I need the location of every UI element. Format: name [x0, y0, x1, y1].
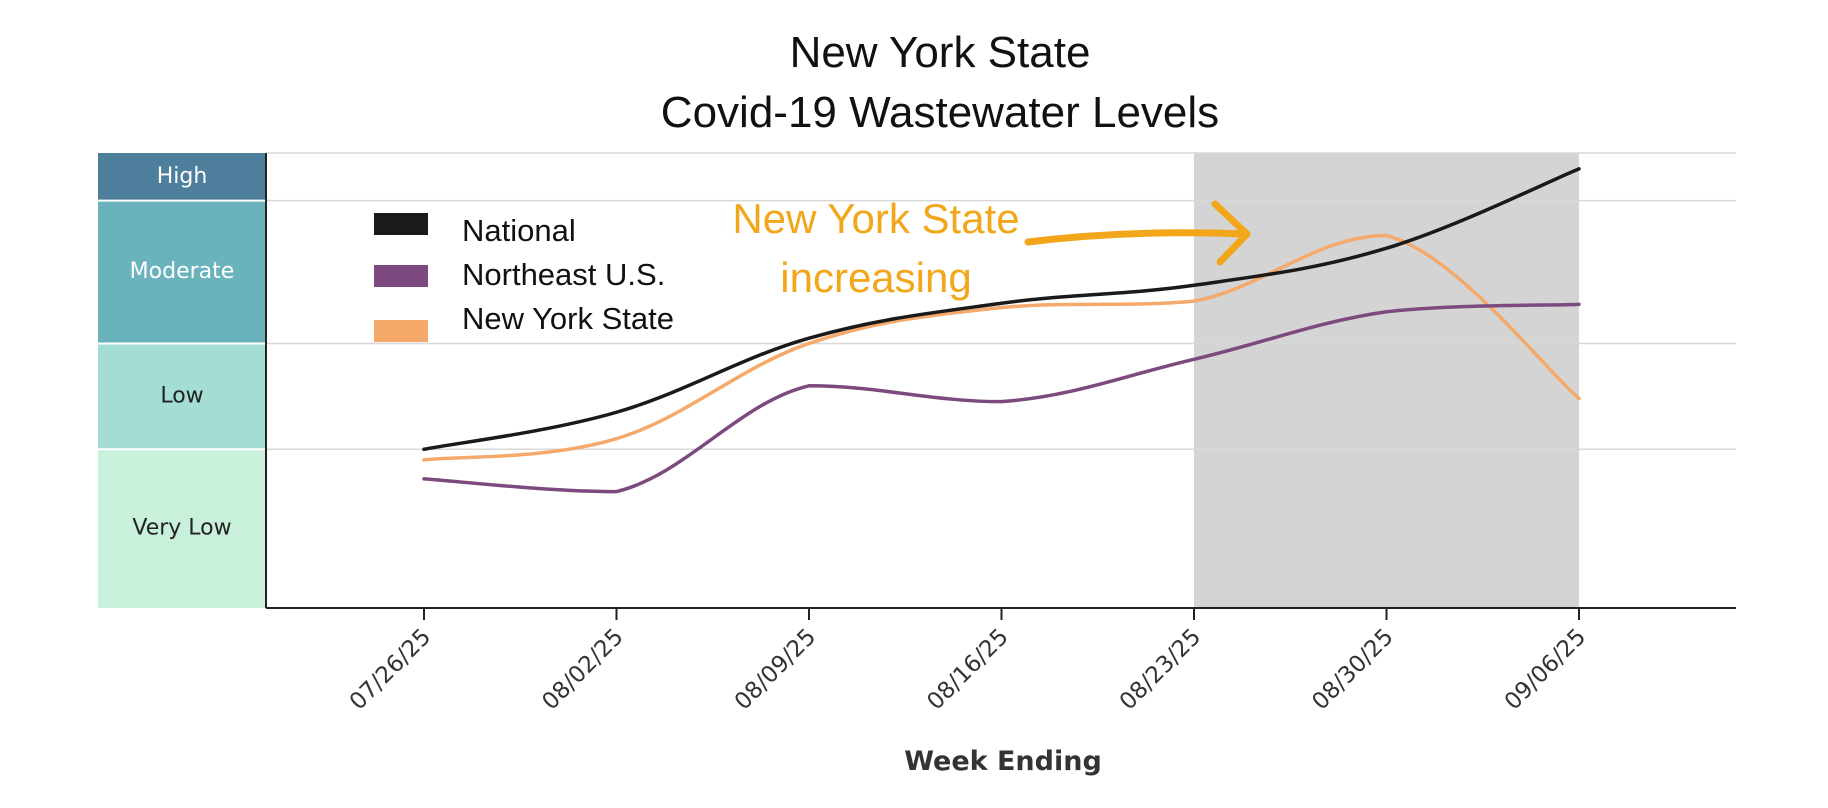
annotation: New York State increasing: [732, 195, 1251, 301]
legend-label-northeast: Northeast U.S.: [462, 257, 665, 292]
annotation-arrow-shaft: [1024, 229, 1249, 246]
x-tick-label: 07/26/25: [345, 624, 436, 715]
level-band-low: [98, 343, 266, 450]
x-tick-label: 08/02/25: [537, 624, 628, 715]
legend-label-national: National: [462, 213, 576, 248]
level-bands: Very Low Low Moderate High: [98, 153, 266, 608]
level-label-high: High: [157, 164, 208, 189]
level-label-very-low: Very Low: [132, 516, 231, 541]
legend-swatch-national: [374, 213, 428, 235]
level-band-high: [98, 153, 266, 201]
level-band-very-low: [98, 449, 266, 608]
chart-title-line-1: New York State: [790, 28, 1091, 77]
x-tick-label: 08/16/25: [922, 624, 1013, 715]
level-label-moderate: Moderate: [130, 259, 235, 284]
series-line-new-york-state: [422, 233, 1581, 462]
level-label-low: Low: [160, 383, 203, 408]
series-lines: [422, 167, 1581, 494]
annotation-line-1: New York State: [732, 195, 1019, 242]
series-line-northeast-u-s: [422, 302, 1581, 494]
x-tick-label: 08/30/25: [1307, 624, 1398, 715]
legend-label-new-york-state: New York State: [462, 301, 674, 336]
x-tick-label: 08/23/25: [1115, 624, 1206, 715]
highlight-region: [1194, 153, 1579, 608]
chart-title-line-2: Covid-19 Wastewater Levels: [661, 88, 1219, 137]
gridlines: [266, 152, 1736, 451]
x-axis-label: Week Ending: [904, 746, 1102, 777]
x-tick-label: 09/06/25: [1500, 624, 1591, 715]
level-band-moderate: [98, 200, 266, 344]
legend-swatch-northeast: [374, 265, 428, 287]
x-tick-label: 08/09/25: [730, 624, 821, 715]
series-line-national: [422, 167, 1581, 452]
legend: National Northeast U.S. New York State: [374, 213, 674, 342]
legend-swatch-new-york-state: [374, 320, 428, 342]
annotation-arrow-head: [1211, 200, 1251, 266]
x-ticks: 07/26/25 08/02/25 08/09/25 08/16/25 08/23/25…: [345, 608, 1591, 715]
annotation-line-2: increasing: [780, 254, 971, 301]
